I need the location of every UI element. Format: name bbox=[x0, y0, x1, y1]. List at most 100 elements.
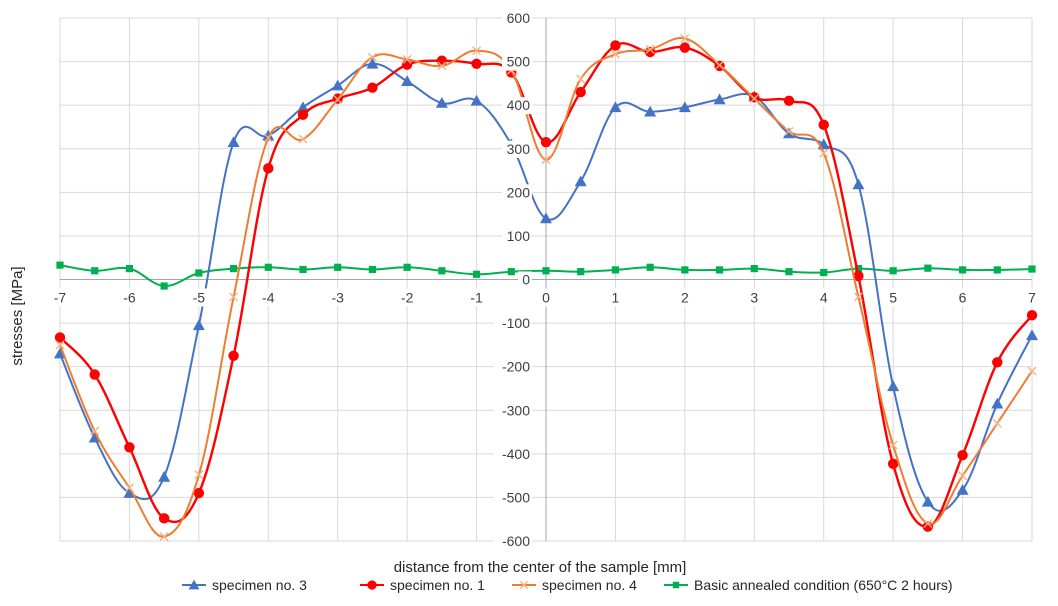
y-tick-label-bg bbox=[502, 184, 532, 202]
series-specimen-no-3 bbox=[54, 57, 1038, 512]
data-point bbox=[750, 265, 758, 273]
data-point bbox=[90, 426, 100, 436]
x-mark-stroke bbox=[958, 471, 968, 481]
data-point bbox=[888, 440, 898, 450]
data-point bbox=[125, 265, 134, 273]
data-point bbox=[368, 265, 377, 274]
data-point bbox=[228, 350, 239, 361]
y-axis-title: stresses [MPa] bbox=[9, 266, 26, 365]
y-tick-label: -300 bbox=[502, 402, 530, 418]
y-tick-label: 0 bbox=[522, 272, 530, 288]
x-tick-label: 6 bbox=[959, 290, 967, 306]
data-point bbox=[958, 471, 968, 481]
data-point bbox=[785, 268, 793, 276]
x-mark-stroke bbox=[610, 49, 620, 59]
data-point bbox=[123, 487, 136, 498]
x-mark-stroke bbox=[194, 470, 204, 480]
y-tick-label: 500 bbox=[507, 54, 531, 70]
y-tick-label: 300 bbox=[507, 141, 531, 157]
x-mark-stroke bbox=[402, 54, 412, 64]
x-mark-stroke bbox=[519, 580, 529, 590]
data-point bbox=[609, 101, 622, 113]
data-point bbox=[1027, 366, 1037, 376]
y-tick-label-bg bbox=[494, 402, 532, 420]
data-point bbox=[297, 109, 309, 120]
y-tick-label-bg bbox=[494, 533, 532, 550]
data-point bbox=[297, 101, 309, 113]
x-mark-stroke bbox=[1027, 366, 1037, 376]
tick-labels: -7 -6 -5 -4 -3 -2 -1 0 1 2 3 4 5 6 7 -600 -500 -400 -300 -2… bbox=[49, 10, 1039, 550]
data-point bbox=[194, 470, 204, 480]
x-mark-stroke bbox=[159, 532, 169, 542]
data-point bbox=[1026, 329, 1038, 341]
data-point bbox=[644, 105, 657, 117]
series-basic-annealed-condition-650-c-2-hours bbox=[56, 261, 1036, 290]
data-point bbox=[124, 483, 134, 493]
x-tick-label-bg bbox=[257, 288, 280, 307]
y-tick-label-bg bbox=[494, 358, 532, 376]
data-point bbox=[91, 267, 99, 275]
data-point bbox=[472, 46, 482, 56]
data-point bbox=[470, 94, 483, 106]
data-point bbox=[853, 270, 864, 282]
y-tick-label: 400 bbox=[507, 97, 531, 113]
data-point bbox=[818, 119, 829, 130]
x-tick-label: 5 bbox=[889, 290, 897, 306]
x-mark-stroke bbox=[784, 126, 794, 136]
data-point bbox=[1026, 310, 1038, 321]
data-point bbox=[367, 52, 377, 62]
data-point bbox=[262, 129, 275, 141]
data-point bbox=[645, 44, 655, 54]
x-tick-label: -3 bbox=[331, 290, 344, 306]
x-tick-label-bg bbox=[539, 288, 553, 307]
data-point bbox=[992, 357, 1003, 368]
data-point bbox=[887, 458, 899, 470]
data-point bbox=[54, 332, 66, 343]
x-mark-stroke bbox=[263, 133, 273, 143]
data-point bbox=[956, 484, 969, 495]
x-tick-label-bg bbox=[955, 288, 970, 307]
x-mark-stroke bbox=[229, 292, 239, 302]
y-tick-label: -100 bbox=[502, 315, 530, 331]
data-point bbox=[646, 263, 654, 271]
series-layer bbox=[54, 33, 1038, 542]
data-point bbox=[887, 380, 900, 392]
data-point bbox=[577, 268, 585, 276]
legend-label: specimen no. 1 bbox=[390, 577, 485, 593]
data-point bbox=[749, 94, 759, 104]
x-tick-label: -1 bbox=[470, 290, 483, 306]
x-mark-stroke bbox=[472, 46, 482, 56]
data-point bbox=[435, 96, 448, 108]
x-mark-stroke bbox=[923, 519, 933, 529]
legend-item: specimen no. 1 bbox=[360, 577, 485, 593]
data-point bbox=[610, 49, 620, 59]
x-mark-stroke bbox=[645, 44, 655, 54]
data-point bbox=[54, 347, 66, 359]
legend-label: specimen no. 4 bbox=[542, 577, 637, 593]
x-mark-stroke bbox=[124, 483, 134, 493]
x-mark-stroke bbox=[437, 61, 447, 71]
x-tick-label-bg bbox=[326, 288, 349, 307]
legend-marker bbox=[519, 580, 529, 590]
data-point bbox=[472, 270, 481, 278]
x-tick-label: -7 bbox=[54, 290, 67, 306]
data-point bbox=[55, 340, 65, 350]
y-tick-label: 100 bbox=[507, 228, 531, 244]
data-point bbox=[193, 487, 205, 499]
series-line bbox=[59, 37, 1033, 538]
data-point bbox=[924, 264, 932, 272]
x-tick-label: -4 bbox=[262, 290, 275, 306]
data-point bbox=[541, 155, 551, 165]
x-tick-label-bg bbox=[747, 288, 762, 307]
data-point bbox=[820, 268, 828, 277]
data-point bbox=[471, 58, 482, 69]
data-point bbox=[331, 79, 344, 91]
y-tick-label-bg bbox=[502, 97, 532, 115]
data-point bbox=[784, 126, 794, 136]
y-tick-label: -400 bbox=[502, 446, 530, 462]
data-point bbox=[923, 519, 933, 529]
x-mark-stroke bbox=[541, 155, 551, 165]
y-tick-label-bg bbox=[494, 489, 532, 507]
